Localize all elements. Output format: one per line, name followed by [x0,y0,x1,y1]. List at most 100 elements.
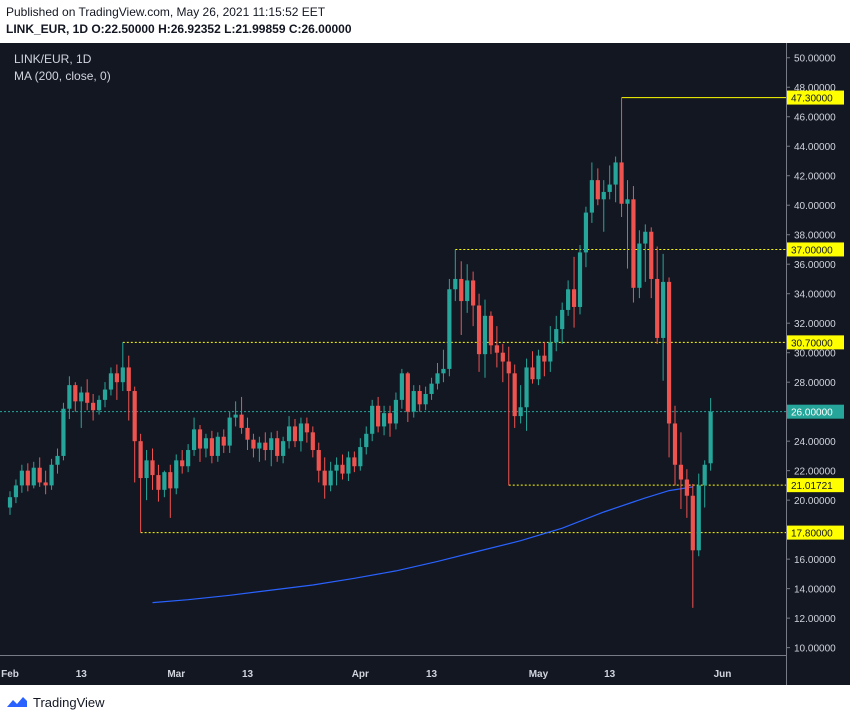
candle-body [346,457,351,474]
candle-body [649,231,654,279]
candle [96,395,102,415]
y-tick-label: 16.00000 [794,555,836,566]
x-tick-label: 13 [426,669,438,680]
candle [352,451,357,473]
level-label: 37.00000 [791,245,833,256]
candle-body [435,373,440,384]
candle [589,162,594,223]
candle-body [138,441,143,479]
candle-body [102,389,108,400]
candle [364,426,369,455]
candle [126,355,131,421]
candle [482,299,488,378]
candle-body [221,436,226,446]
y-tick-label: 40.00000 [794,201,836,212]
candle [227,411,232,453]
candle-body [251,439,256,449]
candle [322,457,327,499]
candle [488,311,494,355]
candle-body [370,405,375,434]
candle-body [655,278,660,338]
x-tick-label: Feb [1,669,19,680]
x-tick-label: May [529,669,549,680]
candle-body [607,184,612,192]
y-tick-label: 10.00000 [794,644,836,655]
candle-body [49,464,54,486]
candle-body [55,455,60,465]
level-label-box [787,335,844,350]
candle [471,271,476,327]
level-label-box [787,525,844,540]
candle [649,227,654,299]
candle-body [186,450,191,467]
y-tick-label: 12.00000 [794,614,836,625]
candle-body [441,368,446,374]
candle [435,363,440,390]
candle-body [79,392,84,402]
candle-body [269,438,274,451]
candle [43,470,48,495]
candle-body [601,191,606,200]
candle [441,349,446,383]
candle-body [381,413,387,427]
candle-body [684,479,689,496]
candle-body [482,315,488,355]
candle-body [589,180,594,213]
ohlc-summary: LINK_EUR, 1D O:22.50000 H:26.92352 L:21.… [6,22,352,36]
candle-body [239,414,244,428]
candle [583,206,589,268]
candle [453,249,458,302]
candle [690,483,695,608]
candle [102,382,108,408]
candle-body [554,329,559,343]
level-label: 47.30000 [791,94,833,105]
candle [607,165,612,200]
candle [684,469,689,518]
candle-body [150,460,155,476]
candle [85,379,90,411]
candle-body [227,417,232,446]
candle [174,454,179,495]
candle-body [619,162,624,204]
candle [429,377,434,400]
candle-body [459,278,464,302]
candle-body [566,289,571,310]
candle [542,342,547,377]
candle-body [7,497,13,508]
candle [292,419,298,448]
level-label-box [787,242,844,257]
candle [500,343,505,383]
candle [310,426,315,458]
candle-body [292,426,298,442]
y-tick-label: 32.00000 [794,319,836,330]
candle [393,392,399,430]
candle-body [31,467,36,486]
candle [643,224,648,282]
y-tick-label: 20.00000 [794,496,836,507]
y-tick-label: 48.00000 [794,83,836,94]
current-price-label: 26.00000 [791,408,833,419]
candle-body [85,392,90,403]
y-tick-label: 30.00000 [794,349,836,360]
candle [548,326,553,372]
candle-body [524,367,529,408]
candle-body [334,464,339,471]
current-price-box [787,404,844,419]
candle-body [286,426,292,442]
candle [31,461,36,489]
candle [79,386,84,428]
candle-body [358,447,363,467]
candle-body [471,280,476,306]
candle [245,417,250,451]
indicator-label: MA (200, close, 0) [14,69,111,83]
candle-body [488,315,494,346]
candle [269,432,274,467]
candle-body [500,352,505,362]
x-tick-label: 13 [242,669,254,680]
candle [150,448,155,490]
price-chart[interactable]: 10.0000012.0000014.0000016.0000018.00000… [0,43,850,685]
candle-body [310,432,315,451]
candle-body [156,475,161,490]
candle [417,385,422,412]
candle-body [162,472,167,490]
